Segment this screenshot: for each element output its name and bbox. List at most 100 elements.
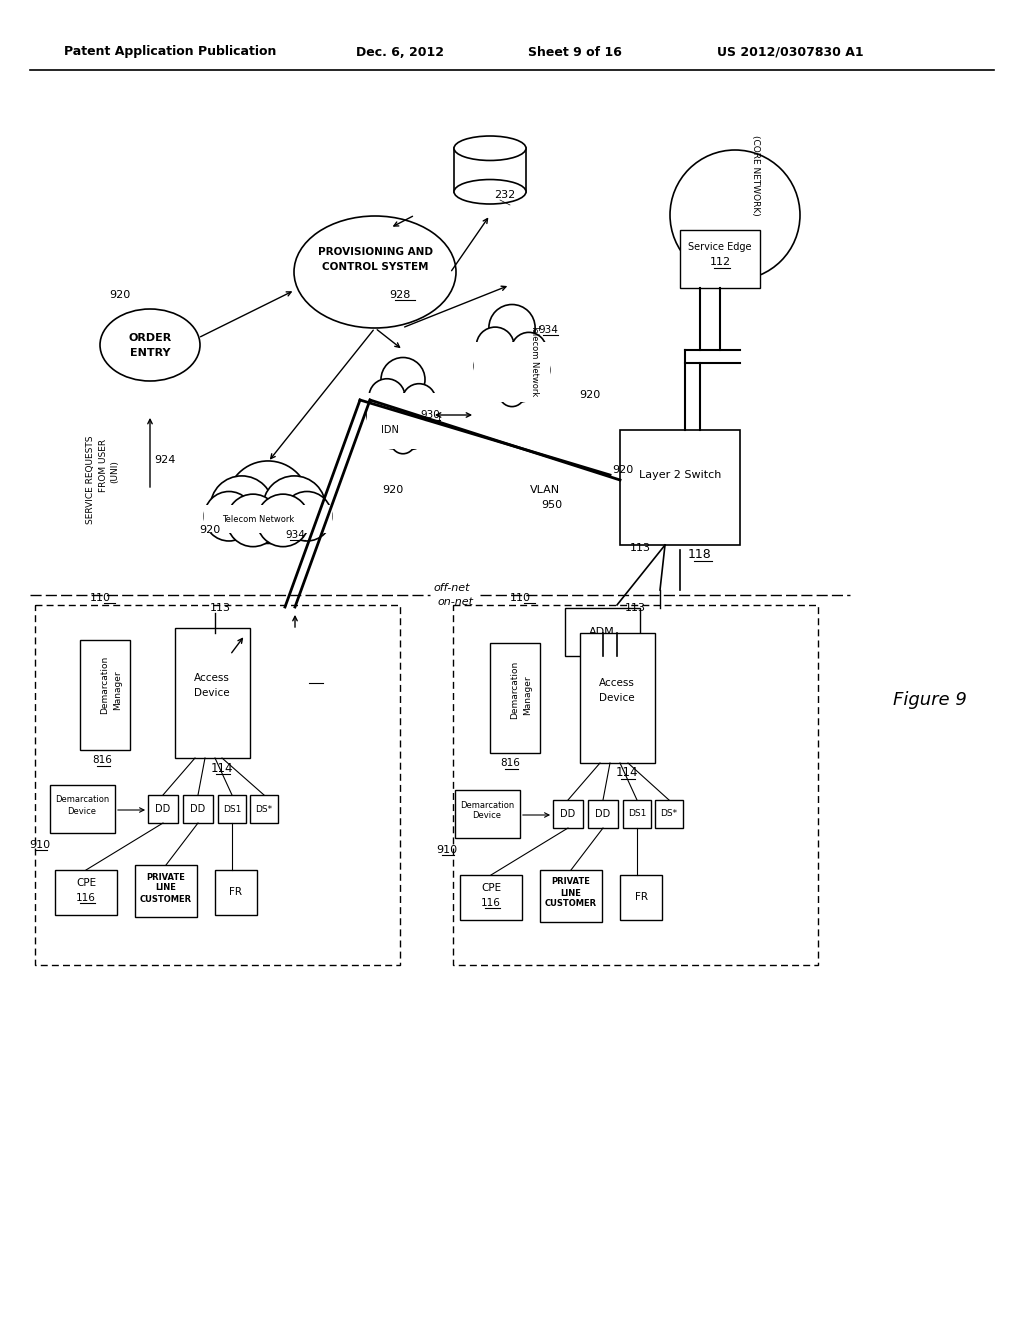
Bar <box>135 865 197 917</box>
Text: 113: 113 <box>210 603 230 612</box>
Text: (UNI): (UNI) <box>111 461 120 483</box>
Text: Switch: Switch <box>264 632 296 642</box>
Text: 950: 950 <box>542 500 562 510</box>
Text: on-net: on-net <box>437 597 473 607</box>
Text: 114: 114 <box>615 767 638 780</box>
Ellipse shape <box>454 180 526 205</box>
Text: Device: Device <box>68 807 96 816</box>
Text: FR: FR <box>635 892 647 902</box>
Text: 232: 232 <box>495 190 516 201</box>
Ellipse shape <box>294 216 456 327</box>
Circle shape <box>257 494 309 546</box>
Text: VLAN: VLAN <box>530 484 560 495</box>
Text: 920: 920 <box>382 484 403 495</box>
Text: Access: Access <box>195 673 230 682</box>
Text: (CORE NETWORK): (CORE NETWORK) <box>751 135 760 215</box>
Text: 920: 920 <box>110 290 131 300</box>
Text: IDN: IDN <box>381 425 399 436</box>
Text: PROVISIONING AND: PROVISIONING AND <box>317 247 432 257</box>
Text: DS1: DS1 <box>628 809 646 818</box>
Text: 920: 920 <box>200 525 220 535</box>
Text: 816: 816 <box>92 755 112 766</box>
Bar <box>175 628 250 758</box>
Bar <box>80 640 130 750</box>
Text: Service Edge: Service Edge <box>688 242 752 252</box>
Text: ENTRY: ENTRY <box>130 348 170 358</box>
Circle shape <box>210 477 273 539</box>
Circle shape <box>500 381 524 407</box>
Bar <box>623 800 651 828</box>
Circle shape <box>263 477 326 539</box>
Bar <box>474 342 550 403</box>
Text: ADM: ADM <box>589 627 614 638</box>
Text: Figure 9: Figure 9 <box>893 690 967 709</box>
Text: DD: DD <box>595 809 610 818</box>
Text: 118: 118 <box>688 549 712 561</box>
Text: 920: 920 <box>612 465 634 475</box>
Text: off-net: off-net <box>434 583 470 593</box>
Text: Manager: Manager <box>523 676 532 715</box>
Text: Access: Access <box>599 678 635 688</box>
Circle shape <box>409 404 439 434</box>
Bar <box>580 634 655 763</box>
Text: Demarcation: Demarcation <box>100 656 110 714</box>
Text: Layer 2: Layer 2 <box>262 619 298 630</box>
Text: 110: 110 <box>510 593 530 603</box>
Bar <box>553 800 583 828</box>
Text: LINE: LINE <box>156 883 176 892</box>
Text: Device: Device <box>195 688 229 698</box>
Text: SERVICE REQUESTS: SERVICE REQUESTS <box>85 436 94 524</box>
Bar <box>183 795 213 822</box>
Text: US 2012/0307830 A1: US 2012/0307830 A1 <box>717 45 863 58</box>
Text: 112: 112 <box>710 257 730 267</box>
Bar <box>367 393 439 449</box>
Bar <box>620 875 662 920</box>
Text: CPE: CPE <box>481 883 501 894</box>
Text: DD: DD <box>190 804 206 814</box>
Text: SERVICE EDGE: SERVICE EDGE <box>259 651 331 661</box>
Bar <box>454 148 526 191</box>
Text: 934: 934 <box>285 531 305 540</box>
Circle shape <box>396 418 426 449</box>
Bar <box>565 609 640 656</box>
Text: DD: DD <box>156 804 171 814</box>
Text: Telecom Network: Telecom Network <box>222 516 294 524</box>
Text: 928: 928 <box>389 290 411 300</box>
Circle shape <box>518 354 550 385</box>
Text: DD: DD <box>560 809 575 818</box>
Circle shape <box>488 305 536 351</box>
Circle shape <box>283 491 332 541</box>
Bar <box>148 795 178 822</box>
Ellipse shape <box>670 150 800 280</box>
Text: 116: 116 <box>481 898 501 908</box>
Text: 910: 910 <box>30 840 50 850</box>
Text: Dec. 6, 2012: Dec. 6, 2012 <box>356 45 444 58</box>
Bar <box>540 870 602 921</box>
Text: Sheet 9 of 16: Sheet 9 of 16 <box>528 45 622 58</box>
Text: VLAN: VLAN <box>110 615 140 624</box>
Text: 930: 930 <box>420 411 440 420</box>
Circle shape <box>511 333 547 368</box>
Bar <box>250 795 278 822</box>
Text: 920: 920 <box>580 389 601 400</box>
Text: 116: 116 <box>76 894 96 903</box>
Text: Patent Application Publication: Patent Application Publication <box>63 45 276 58</box>
Ellipse shape <box>100 309 200 381</box>
Circle shape <box>226 461 309 544</box>
Text: CPE: CPE <box>76 878 96 888</box>
Circle shape <box>391 430 415 454</box>
Text: TO: TO <box>288 638 302 648</box>
Circle shape <box>369 379 406 414</box>
Text: Demarcation: Demarcation <box>460 800 514 809</box>
Bar <box>215 870 257 915</box>
Text: CUSTOMER: CUSTOMER <box>140 895 193 903</box>
Bar <box>453 605 818 965</box>
Text: 110: 110 <box>89 593 111 603</box>
Text: 934: 934 <box>538 325 558 335</box>
Bar <box>460 875 522 920</box>
Text: Device: Device <box>599 693 635 704</box>
Circle shape <box>367 400 397 430</box>
Text: Demarcation: Demarcation <box>55 796 110 804</box>
Bar <box>455 789 520 838</box>
Text: 114: 114 <box>211 762 233 775</box>
